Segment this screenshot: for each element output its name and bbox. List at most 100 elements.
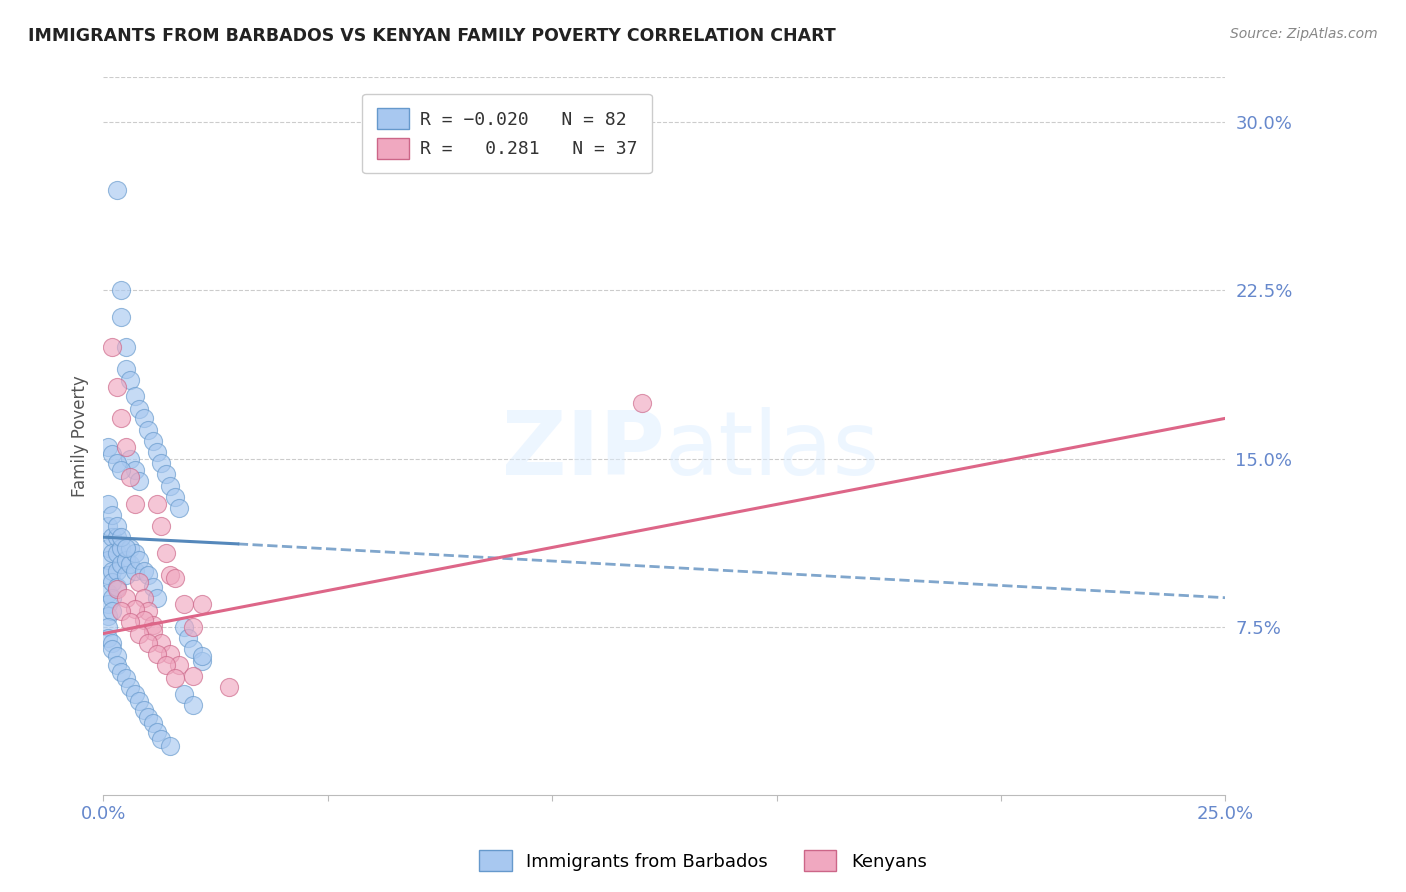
- Point: [159, 647, 181, 661]
- Point: [105, 456, 128, 470]
- Point: [110, 411, 132, 425]
- Point: [114, 362, 136, 376]
- Point: [97, 552, 120, 566]
- Point: [150, 731, 173, 746]
- Point: [120, 451, 142, 466]
- Point: [110, 665, 132, 679]
- Point: [101, 574, 124, 589]
- Text: IMMIGRANTS FROM BARBADOS VS KENYAN FAMILY POVERTY CORRELATION CHART: IMMIGRANTS FROM BARBADOS VS KENYAN FAMIL…: [28, 27, 837, 45]
- Point: [124, 564, 146, 578]
- Point: [163, 570, 186, 584]
- Point: [132, 613, 155, 627]
- Point: [141, 580, 163, 594]
- Point: [97, 598, 120, 612]
- Point: [105, 564, 128, 578]
- Point: [101, 564, 124, 578]
- Point: [132, 411, 155, 425]
- Point: [110, 557, 132, 571]
- Point: [110, 604, 132, 618]
- Point: [136, 635, 159, 649]
- Point: [114, 552, 136, 566]
- Point: [169, 658, 191, 673]
- Point: [114, 541, 136, 556]
- Point: [105, 380, 128, 394]
- Point: [136, 423, 159, 437]
- Point: [141, 624, 163, 639]
- Point: [120, 557, 142, 571]
- Point: [159, 478, 181, 492]
- Point: [136, 604, 159, 618]
- Point: [101, 635, 124, 649]
- Point: [120, 373, 142, 387]
- Point: [169, 501, 191, 516]
- Point: [146, 445, 169, 459]
- Point: [105, 658, 128, 673]
- Point: [146, 591, 169, 605]
- Point: [124, 546, 146, 560]
- Point: [155, 658, 177, 673]
- Point: [136, 709, 159, 723]
- Point: [101, 530, 124, 544]
- Point: [97, 441, 120, 455]
- Legend: Immigrants from Barbados, Kenyans: Immigrants from Barbados, Kenyans: [472, 843, 934, 879]
- Text: atlas: atlas: [664, 407, 879, 494]
- Point: [114, 568, 136, 582]
- Point: [101, 604, 124, 618]
- Point: [101, 591, 124, 605]
- Point: [128, 626, 150, 640]
- Point: [163, 672, 186, 686]
- Point: [128, 694, 150, 708]
- Point: [163, 490, 186, 504]
- Point: [218, 681, 240, 695]
- Point: [97, 541, 120, 556]
- Point: [124, 496, 146, 510]
- Point: [105, 519, 128, 533]
- Point: [150, 635, 173, 649]
- Point: [128, 574, 150, 589]
- Point: [159, 568, 181, 582]
- Point: [132, 564, 155, 578]
- Y-axis label: Family Poverty: Family Poverty: [72, 376, 89, 497]
- Point: [146, 496, 169, 510]
- Point: [110, 463, 132, 477]
- Point: [181, 669, 204, 683]
- Point: [128, 402, 150, 417]
- Point: [191, 598, 214, 612]
- Point: [105, 183, 128, 197]
- Point: [120, 615, 142, 630]
- Point: [155, 546, 177, 560]
- Point: [101, 546, 124, 560]
- Point: [136, 568, 159, 582]
- Point: [110, 310, 132, 325]
- Point: [101, 340, 124, 354]
- Text: ZIP: ZIP: [502, 407, 664, 494]
- Point: [114, 340, 136, 354]
- Point: [114, 441, 136, 455]
- Point: [124, 389, 146, 403]
- Point: [124, 687, 146, 701]
- Point: [181, 698, 204, 713]
- Point: [132, 591, 155, 605]
- Point: [97, 620, 120, 634]
- Point: [120, 681, 142, 695]
- Point: [114, 591, 136, 605]
- Point: [132, 703, 155, 717]
- Point: [97, 568, 120, 582]
- Legend: R = −0.020   N = 82, R =   0.281   N = 37: R = −0.020 N = 82, R = 0.281 N = 37: [363, 94, 652, 173]
- Point: [173, 598, 195, 612]
- Point: [155, 467, 177, 482]
- Point: [159, 739, 181, 753]
- Point: [146, 647, 169, 661]
- Point: [110, 541, 132, 556]
- Point: [105, 648, 128, 663]
- Point: [105, 582, 128, 596]
- Point: [173, 620, 195, 634]
- Point: [173, 687, 195, 701]
- Point: [141, 617, 163, 632]
- Point: [141, 716, 163, 731]
- Point: [150, 456, 173, 470]
- Point: [191, 648, 214, 663]
- Point: [97, 519, 120, 533]
- Text: Source: ZipAtlas.com: Source: ZipAtlas.com: [1230, 27, 1378, 41]
- Point: [110, 284, 132, 298]
